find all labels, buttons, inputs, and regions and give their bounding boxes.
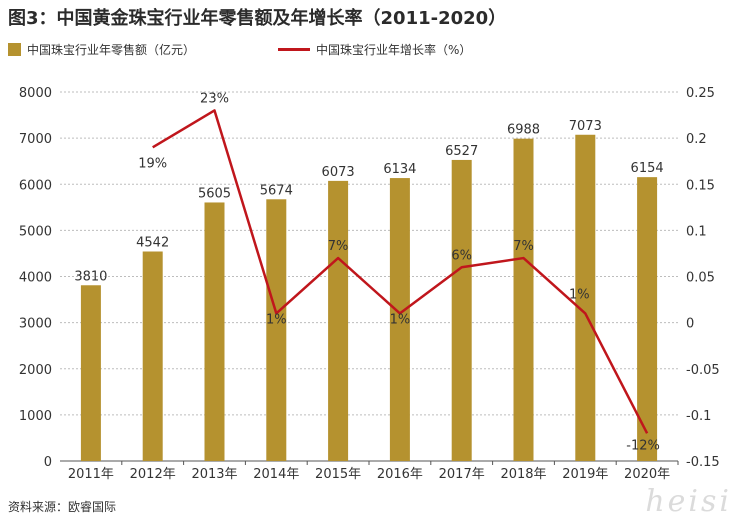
x-tick-label: 2015年 — [315, 467, 361, 482]
bar-value-label: 5674 — [260, 183, 293, 198]
x-tick-label: 2014年 — [253, 467, 299, 482]
bar-value-label: 7073 — [569, 119, 602, 134]
legend-line-swatch — [278, 48, 310, 51]
growth-rate-label: 6% — [451, 248, 472, 263]
bar-value-label: 5605 — [198, 186, 231, 201]
x-tick-label: 2013年 — [191, 467, 237, 482]
legend-bar-label: 中国珠宝行业年零售额（亿元） — [27, 43, 196, 57]
bar — [389, 178, 410, 461]
y-right-tick-label: -0.15 — [686, 455, 720, 470]
growth-rate-label: 1% — [390, 312, 411, 327]
y-left-tick-label: 5000 — [19, 224, 52, 239]
bar — [513, 138, 534, 461]
y-left-tick-label: 7000 — [19, 132, 52, 147]
watermark: heisi — [645, 484, 732, 519]
x-tick-label: 2019年 — [562, 467, 608, 482]
bar — [204, 202, 225, 462]
growth-rate-label: 1% — [266, 312, 287, 327]
bar-value-label: 6154 — [631, 161, 664, 176]
legend-line-label: 中国珠宝行业年增长率（%） — [316, 43, 472, 57]
y-left-tick-label: 4000 — [19, 271, 52, 286]
bar-value-label: 6073 — [322, 165, 355, 180]
y-right-tick-label: -0.1 — [686, 409, 711, 424]
growth-rate-label: 1% — [569, 287, 590, 302]
bar-value-label: 3810 — [74, 269, 107, 284]
growth-rate-line — [152, 109, 649, 434]
y-left-tick-label: 2000 — [19, 363, 52, 378]
y-left-tick-label: 8000 — [19, 86, 52, 101]
bar — [80, 285, 101, 461]
y-right-tick-label: 0.05 — [686, 271, 715, 286]
y-right-tick-label: 0.1 — [686, 224, 707, 239]
growth-rate-label: -12% — [626, 438, 660, 453]
growth-rate-label: 7% — [328, 239, 349, 254]
x-tick-label: 2011年 — [68, 467, 114, 482]
legend-bar-swatch — [8, 43, 21, 56]
bar-value-label: 6527 — [445, 144, 478, 159]
legend: 中国珠宝行业年零售额（亿元） 中国珠宝行业年增长率（%） — [8, 41, 734, 57]
x-tick-label: 2016年 — [377, 467, 423, 482]
legend-item-growth-rate: 中国珠宝行业年增长率（%） — [278, 41, 471, 58]
bar — [575, 134, 596, 461]
x-tick-label: 2020年 — [624, 467, 670, 482]
bar-value-label: 6134 — [383, 162, 416, 177]
source-note: 资料来源：欧睿国际 — [8, 500, 117, 514]
bar-value-label: 6988 — [507, 123, 540, 138]
y-right-tick-label: -0.05 — [686, 363, 720, 378]
growth-rate-label: 7% — [513, 239, 534, 254]
y-right-tick-label: 0 — [686, 317, 694, 332]
bar — [142, 251, 163, 461]
bar — [451, 159, 472, 461]
x-tick-label: 2017年 — [439, 467, 485, 482]
x-tick-label: 2012年 — [130, 467, 176, 482]
growth-rate-label: 19% — [138, 156, 167, 171]
legend-item-retail-sales: 中国珠宝行业年零售额（亿元） — [8, 41, 195, 58]
y-right-tick-label: 0.25 — [686, 86, 715, 101]
y-left-tick-label: 3000 — [19, 317, 52, 332]
chart-title: 图3：中国黄金珠宝行业年零售额及年增长率（2011-2020） — [8, 8, 507, 29]
x-tick-label: 2018年 — [500, 467, 546, 482]
growth-rate-label: 23% — [200, 91, 229, 106]
y-right-tick-label: 0.2 — [686, 132, 707, 147]
bar — [637, 177, 658, 462]
y-left-tick-label: 1000 — [19, 409, 52, 424]
bar — [266, 199, 287, 461]
bar — [328, 180, 349, 461]
y-right-tick-label: 0.15 — [686, 178, 715, 193]
y-left-tick-label: 0 — [44, 455, 52, 470]
bar-value-label: 4542 — [136, 236, 169, 251]
y-left-tick-label: 6000 — [19, 178, 52, 193]
